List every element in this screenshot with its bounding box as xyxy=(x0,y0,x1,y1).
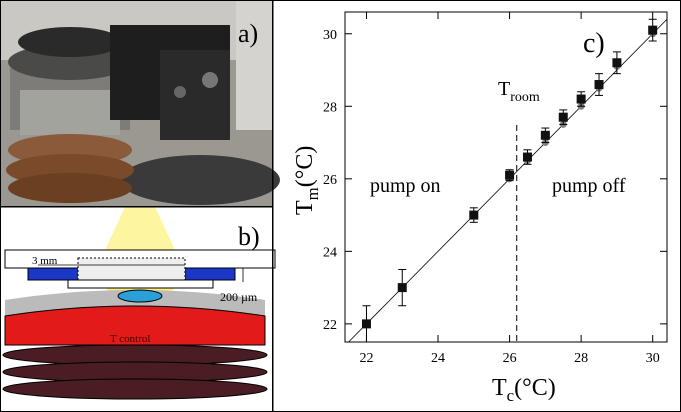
x-tick-label: 22 xyxy=(359,351,373,366)
x-tick-label: 24 xyxy=(431,351,445,366)
data-point xyxy=(648,25,658,35)
x-tick-label: 30 xyxy=(646,351,660,366)
y-tick-label: 26 xyxy=(323,173,337,188)
y-tick-label: 28 xyxy=(323,100,337,115)
panel-label: c) xyxy=(583,28,605,59)
label-part: c xyxy=(507,386,514,405)
y-axis-label: Tm(°C) xyxy=(292,146,322,215)
label-part: (°C) xyxy=(292,146,318,188)
y-tick-label: 24 xyxy=(323,245,337,260)
heater-label: T control xyxy=(110,333,150,345)
annotation: pump off xyxy=(552,175,626,197)
data-point xyxy=(397,283,407,293)
x-tick-label: 26 xyxy=(503,351,517,366)
data-point xyxy=(469,210,479,220)
data-point xyxy=(612,58,622,68)
x-axis-label: Tc(°C) xyxy=(492,375,556,405)
label-part: T xyxy=(498,78,510,100)
y-tick-label: 22 xyxy=(323,318,337,333)
panel-label: a) xyxy=(238,19,258,48)
label-part: T xyxy=(292,200,318,215)
width-label: 3 mm xyxy=(32,255,58,267)
label-part: T xyxy=(492,375,507,401)
data-point xyxy=(361,319,371,329)
label-part: room xyxy=(510,90,540,105)
data-point xyxy=(522,152,532,162)
photo xyxy=(0,0,280,207)
label-part: (°C) xyxy=(514,375,556,401)
label-part: m xyxy=(303,187,322,200)
plot-frame xyxy=(344,11,668,343)
data-point xyxy=(576,94,586,104)
data-point xyxy=(558,112,568,122)
data-point xyxy=(594,80,604,90)
annotation: Troom xyxy=(498,78,540,105)
annotation: pump on xyxy=(370,175,441,197)
panel-label: b) xyxy=(238,222,260,251)
data-point xyxy=(505,170,515,180)
diagram xyxy=(2,207,276,400)
y-tick-label: 30 xyxy=(323,28,337,43)
x-tick-label: 28 xyxy=(574,351,588,366)
gap-label: 200 µm xyxy=(220,290,258,304)
data-point xyxy=(540,130,550,140)
